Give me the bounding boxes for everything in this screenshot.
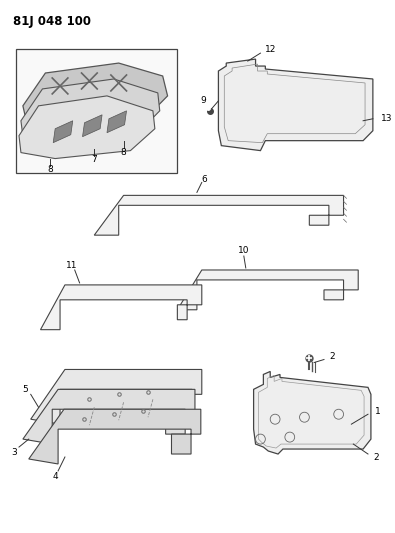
Text: 2: 2 bbox=[329, 352, 335, 361]
Text: 11: 11 bbox=[66, 261, 77, 270]
Text: 9: 9 bbox=[201, 96, 207, 106]
Text: 5: 5 bbox=[22, 385, 28, 394]
Polygon shape bbox=[254, 372, 371, 454]
Bar bbox=[16, 49, 177, 173]
Text: 8: 8 bbox=[47, 165, 53, 174]
Text: 12: 12 bbox=[265, 45, 276, 54]
Polygon shape bbox=[21, 79, 160, 141]
Text: 81J 048 100: 81J 048 100 bbox=[13, 15, 91, 28]
Polygon shape bbox=[94, 196, 344, 235]
Text: 1: 1 bbox=[375, 407, 380, 416]
Text: 10: 10 bbox=[238, 246, 250, 255]
Text: 4: 4 bbox=[53, 472, 58, 481]
Polygon shape bbox=[107, 111, 126, 133]
Text: 13: 13 bbox=[381, 114, 392, 123]
Polygon shape bbox=[53, 121, 73, 143]
Polygon shape bbox=[29, 409, 201, 464]
Polygon shape bbox=[19, 96, 155, 158]
Text: 2: 2 bbox=[373, 453, 378, 462]
Polygon shape bbox=[218, 59, 373, 151]
Text: 7: 7 bbox=[91, 155, 97, 164]
Polygon shape bbox=[41, 285, 202, 330]
Polygon shape bbox=[177, 270, 358, 310]
Polygon shape bbox=[23, 389, 195, 444]
Text: 3: 3 bbox=[11, 448, 17, 457]
Polygon shape bbox=[23, 63, 167, 123]
Text: 8: 8 bbox=[121, 148, 126, 157]
Polygon shape bbox=[83, 115, 102, 136]
Text: 6: 6 bbox=[202, 175, 208, 184]
Polygon shape bbox=[31, 369, 202, 424]
